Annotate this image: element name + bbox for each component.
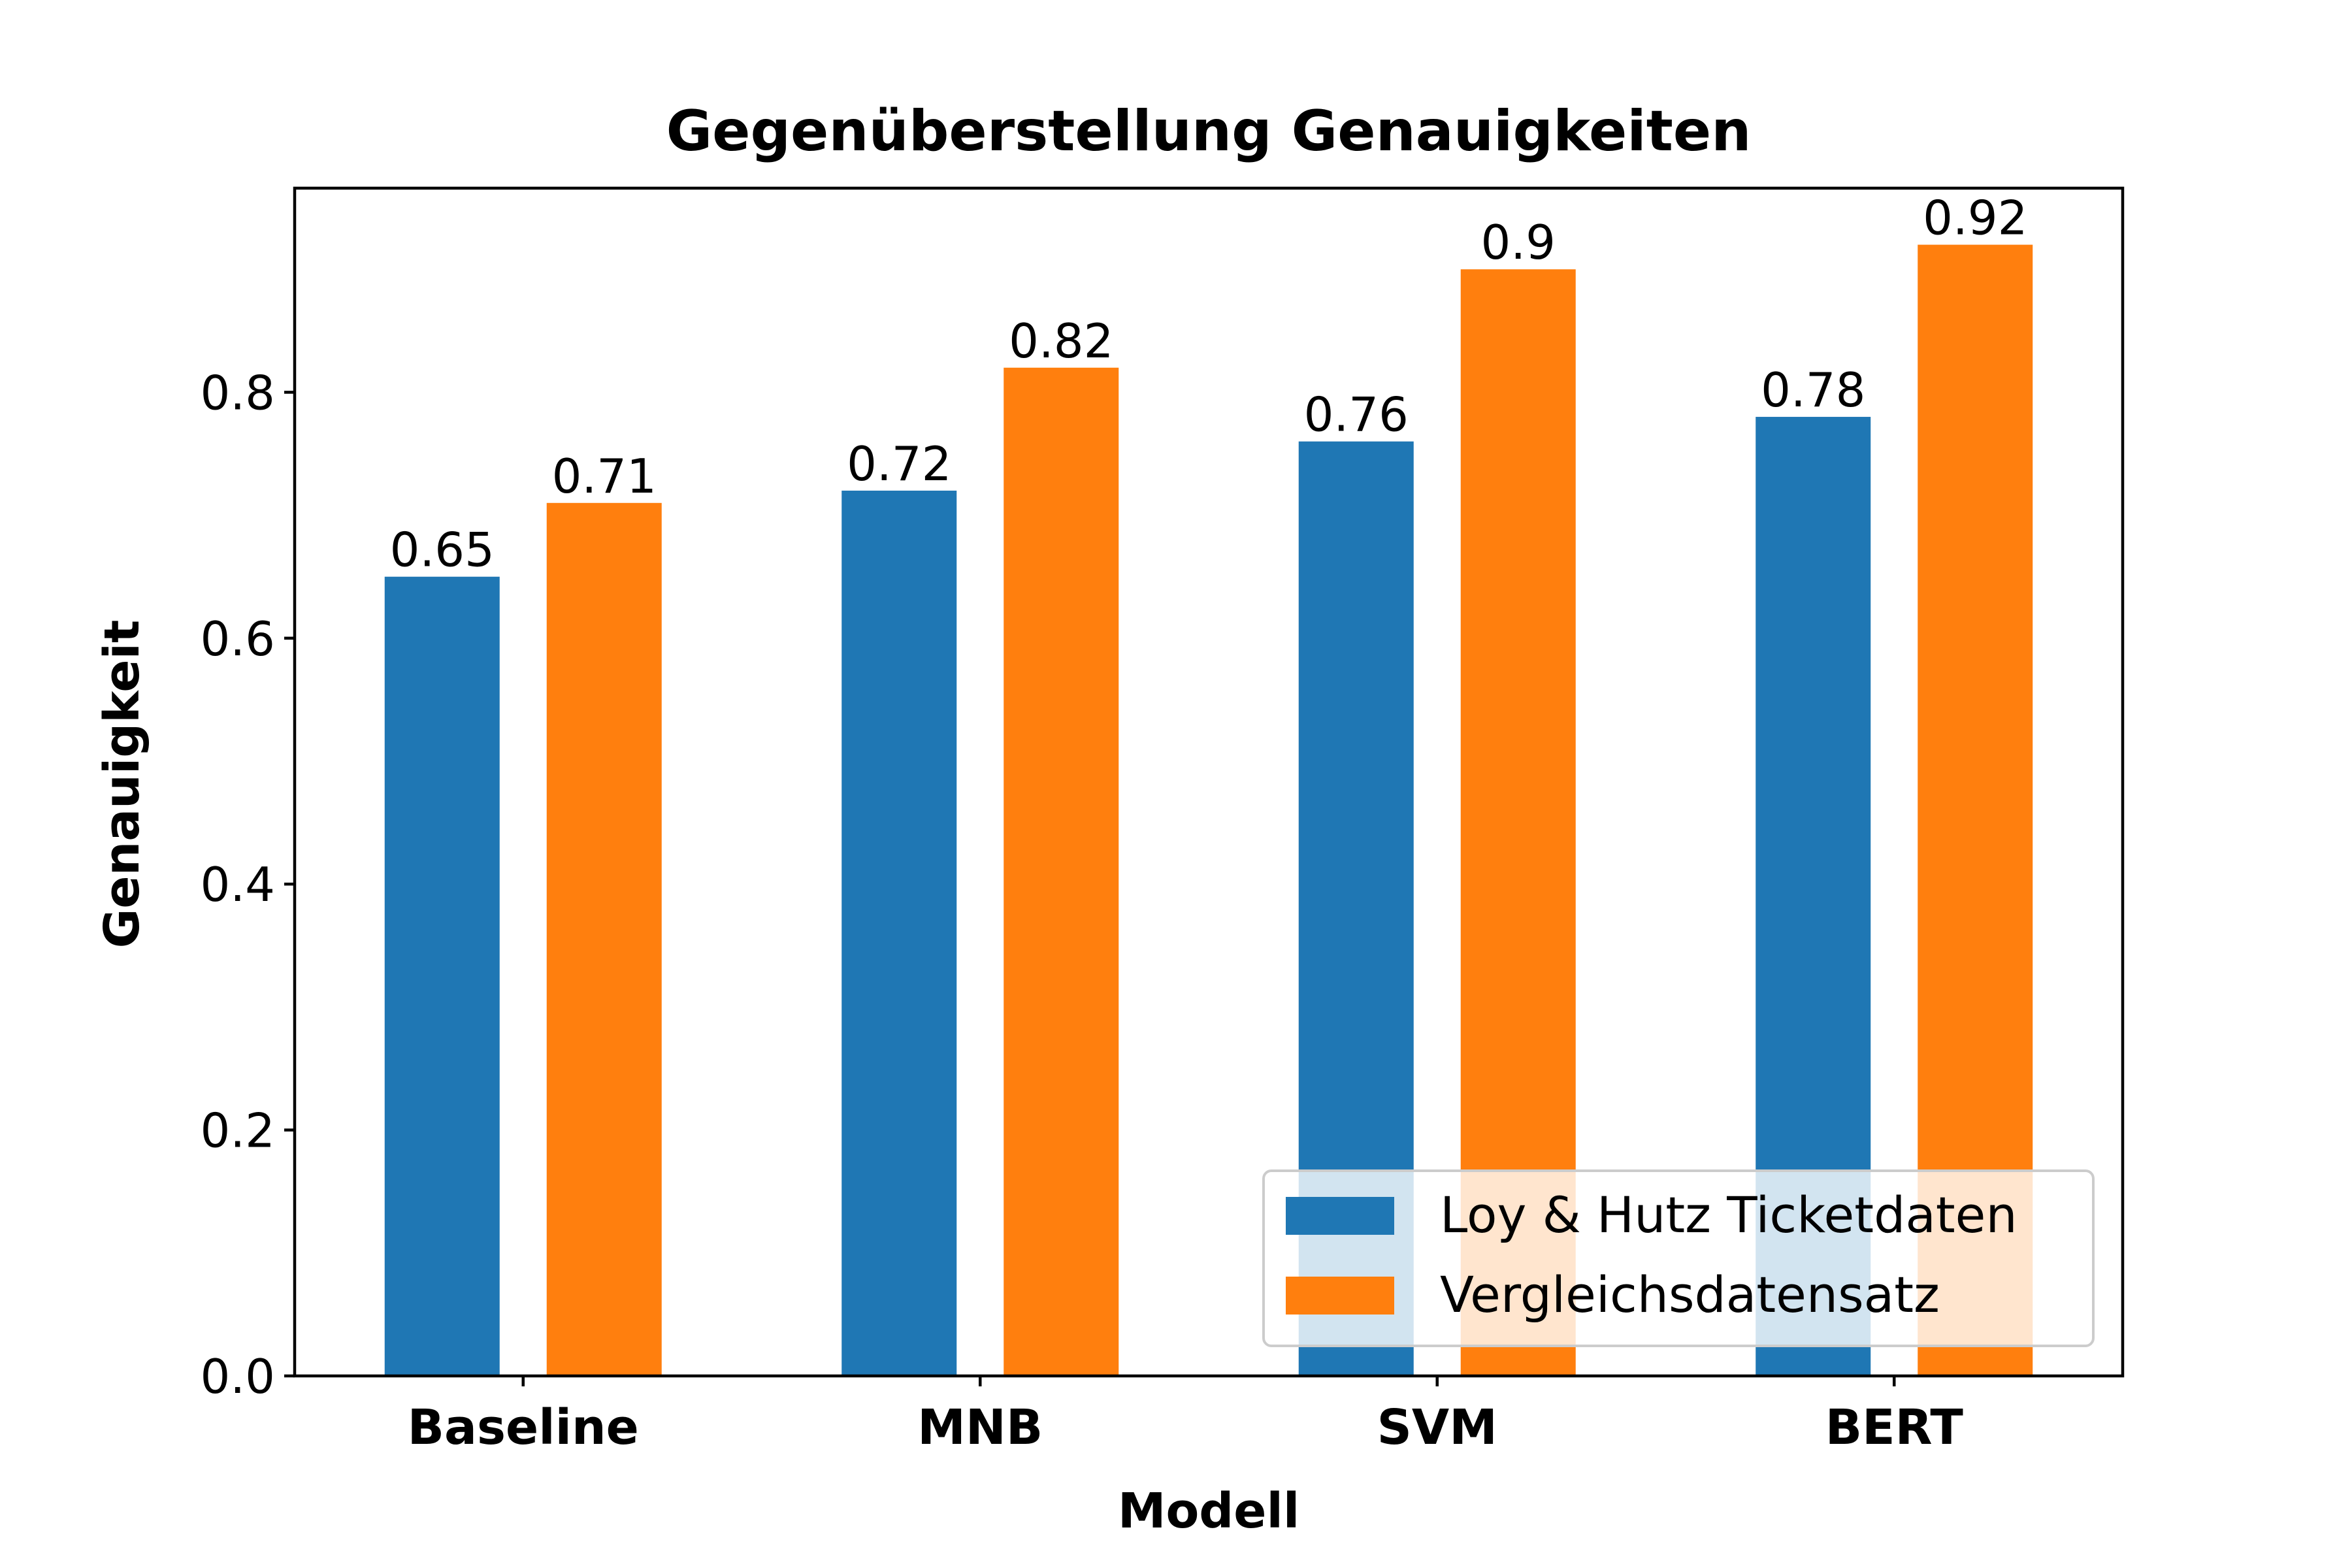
data-label-bert-series-0: 0.78 — [1761, 363, 1865, 417]
data-labels-group: 0.65 0.71 0.72 0.82 0.76 0.9 0.78 0.92 — [390, 191, 2028, 578]
data-label-mnb-series-1: 0.82 — [1009, 314, 1113, 368]
y-axis-label: Genauigkeit — [94, 620, 150, 949]
y-axis-ticks: 0.0 0.2 0.4 0.6 0.8 — [200, 365, 295, 1404]
data-label-mnb-series-0: 0.72 — [847, 436, 951, 491]
y-tick-label-4: 0.8 — [200, 365, 275, 420]
bar-baseline-series-1 — [546, 502, 662, 1376]
x-axis-label: Modell — [1118, 1483, 1299, 1539]
legend: Loy & Hutz Ticketdaten Vergleichsdatensa… — [1262, 1169, 2095, 1347]
chart-title: Gegenüberstellung Genauigkeiten — [666, 99, 1752, 164]
legend-swatch-loy-hutz — [1286, 1197, 1394, 1235]
data-label-baseline-series-0: 0.65 — [390, 523, 495, 578]
x-tick-label-bert: BERT — [1825, 1399, 1964, 1456]
bar-mnb-series-1 — [1004, 367, 1119, 1376]
x-tick-label-baseline: Baseline — [408, 1399, 639, 1456]
x-tick-label-mnb: MNB — [917, 1399, 1043, 1456]
plot-area-frame — [293, 186, 2125, 1378]
data-label-svm-series-1: 0.9 — [1480, 215, 1556, 270]
legend-swatch-vergleichsdatensatz — [1286, 1277, 1394, 1315]
data-label-bert-series-1: 0.92 — [1923, 191, 2027, 246]
legend-box — [1262, 1169, 2095, 1347]
data-label-baseline-series-1: 0.71 — [552, 449, 657, 504]
data-label-svm-series-0: 0.76 — [1304, 387, 1409, 442]
legend-label-vergleichsdatensatz: Vergleichsdatensatz — [1440, 1266, 1940, 1324]
y-tick-label-2: 0.4 — [200, 857, 275, 912]
x-axis-ticks: Baseline MNB SVM BERT — [408, 1376, 1964, 1456]
legend-label-loy-hutz: Loy & Hutz Ticketdaten — [1440, 1186, 2017, 1244]
x-tick-label-svm: SVM — [1377, 1399, 1497, 1456]
bar-baseline-series-0 — [384, 576, 500, 1377]
y-tick-label-0: 0.0 — [200, 1349, 275, 1404]
y-tick-label-3: 0.6 — [200, 612, 275, 666]
bar-mnb-series-0 — [841, 490, 957, 1376]
y-tick-label-1: 0.2 — [200, 1103, 275, 1158]
